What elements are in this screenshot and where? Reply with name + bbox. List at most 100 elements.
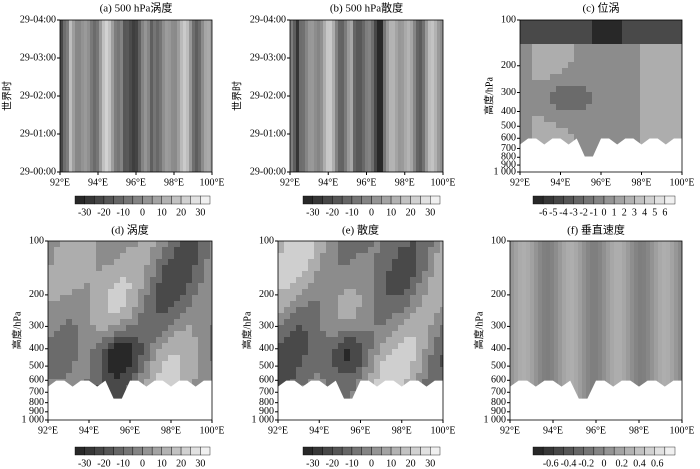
field-cell (380, 343, 387, 350)
field-cell (290, 319, 297, 326)
field-cell (96, 295, 103, 302)
field-cell (78, 325, 85, 332)
field-cell (162, 307, 169, 314)
field-cell (144, 259, 151, 266)
field-cell (526, 74, 533, 81)
field-cell (380, 331, 387, 338)
field-cell (144, 331, 151, 338)
field-cell (338, 295, 345, 302)
field-cell (338, 307, 345, 314)
field-cell (138, 301, 145, 308)
field-cell (126, 361, 133, 368)
field-cell (374, 325, 381, 332)
field-stripe (102, 20, 106, 172)
y-tick-label: 29-00:00 (20, 166, 56, 177)
field-cell (356, 301, 363, 308)
field-cell (54, 241, 61, 248)
field-cell (580, 26, 587, 33)
field-cell (538, 134, 545, 141)
field-cell (66, 373, 73, 380)
field-cell (422, 319, 429, 326)
field-cell (538, 122, 545, 129)
field-cell (278, 277, 285, 284)
field-cell (604, 98, 611, 105)
field-cell (404, 307, 411, 314)
field-cell (550, 86, 557, 93)
field-cell (676, 98, 682, 105)
field-cell (332, 325, 339, 332)
x-tick-label: 100°E (669, 177, 694, 188)
field-cell (126, 289, 133, 296)
field-cell (422, 301, 429, 308)
field-cell (326, 277, 333, 284)
field-cell (410, 253, 417, 260)
field-cell (592, 44, 599, 51)
field-cell (428, 253, 435, 260)
field-cell (658, 62, 665, 69)
field-stripe (562, 241, 567, 420)
field-cell (368, 337, 375, 344)
field-cell (640, 44, 647, 51)
field-cell (284, 241, 291, 248)
field-cell (120, 253, 127, 260)
field-cell (302, 241, 309, 248)
field-cell (386, 373, 393, 380)
field-cell (320, 349, 327, 356)
field-cell (48, 319, 55, 326)
field-cell (338, 241, 345, 248)
field-cell (114, 295, 121, 302)
field-cell (398, 259, 405, 266)
field-cell (320, 265, 327, 272)
field-cell (60, 283, 67, 290)
colorbar-segment (420, 446, 431, 456)
colorbar-tick-label: -30 (78, 458, 91, 469)
field-cell (362, 277, 369, 284)
field-cell (622, 38, 629, 45)
colorbar-segment (302, 195, 313, 205)
field-cell (102, 295, 109, 302)
field-cell (114, 385, 121, 392)
field-stripe (570, 241, 575, 420)
field-cell (290, 367, 297, 374)
field-cell (356, 379, 363, 386)
field-cell (616, 32, 623, 39)
x-tick-label: 94°E (88, 177, 108, 188)
field-cell (204, 373, 211, 380)
field-cell (120, 241, 127, 248)
field-cell (296, 349, 303, 356)
colorbar-segment (371, 195, 382, 205)
field-cell (658, 26, 665, 33)
field-stripe (314, 20, 318, 172)
field (510, 241, 682, 420)
field-cell (568, 20, 575, 27)
field-cell (84, 367, 91, 374)
field-cell (186, 331, 193, 338)
x-tick-label: 98°E (164, 177, 184, 188)
field-cell (290, 361, 297, 368)
field-cell (628, 122, 635, 129)
field-cell (320, 247, 327, 254)
field-cell (102, 265, 109, 272)
colorbar-tick-label: -10 (345, 207, 358, 218)
field-cell (120, 319, 127, 326)
field-cell (210, 373, 212, 380)
field-cell (114, 349, 121, 356)
field-cell (422, 247, 429, 254)
field-cell (102, 337, 109, 344)
field-cell (96, 289, 103, 296)
field-cell (308, 343, 315, 350)
field-cell (114, 355, 121, 362)
field-cell (90, 247, 97, 254)
field-cell (610, 122, 617, 129)
field-cell (374, 349, 381, 356)
field-cell (374, 307, 381, 314)
field-cell (174, 247, 181, 254)
field-stripe (638, 241, 643, 420)
colorbar-segment (84, 195, 95, 205)
field-cell (114, 271, 121, 278)
field-cell (622, 86, 629, 93)
field-cell (78, 241, 85, 248)
field-cell (120, 283, 127, 290)
field-cell (392, 283, 399, 290)
field-cell (150, 301, 157, 308)
